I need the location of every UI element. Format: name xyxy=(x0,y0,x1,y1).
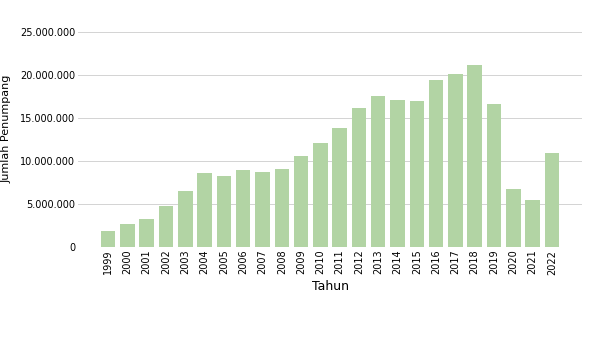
Bar xyxy=(275,169,289,247)
Bar xyxy=(101,230,115,247)
Bar xyxy=(506,189,521,247)
Bar xyxy=(410,100,424,247)
Bar xyxy=(217,176,231,247)
Bar xyxy=(371,96,385,247)
Bar xyxy=(429,80,443,247)
Bar xyxy=(313,143,328,247)
Bar xyxy=(159,206,173,247)
X-axis label: Tahun: Tahun xyxy=(311,280,349,293)
Y-axis label: Jumlah Penumpang: Jumlah Penumpang xyxy=(2,74,11,183)
Bar xyxy=(197,173,212,247)
Bar xyxy=(120,224,134,247)
Bar xyxy=(255,172,270,247)
Bar xyxy=(448,74,463,247)
Bar xyxy=(236,169,250,247)
Bar xyxy=(178,191,193,247)
Bar xyxy=(487,104,501,247)
Bar xyxy=(352,108,366,247)
Bar xyxy=(294,156,308,247)
Bar xyxy=(467,66,482,247)
Bar xyxy=(139,220,154,247)
Bar xyxy=(545,153,559,247)
Bar xyxy=(390,100,405,247)
Bar xyxy=(526,201,540,247)
Bar xyxy=(332,128,347,247)
